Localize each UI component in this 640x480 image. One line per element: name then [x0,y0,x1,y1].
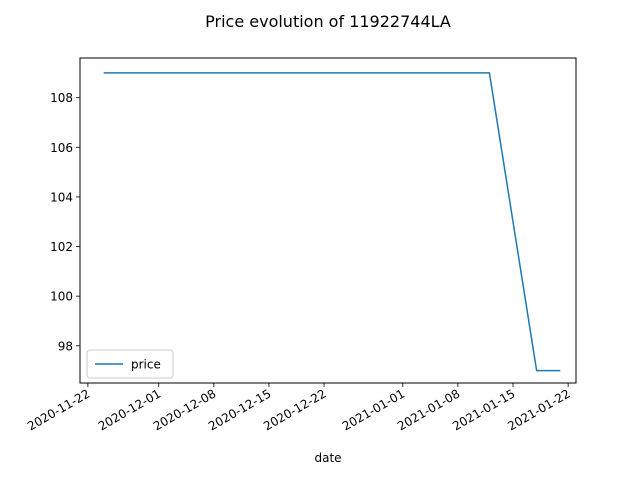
x-tick-label: 2020-12-22 [261,386,328,433]
y-tick-label: 104 [50,190,73,204]
legend-box [86,349,174,379]
legend: price [86,349,174,379]
y-tick-label: 108 [50,91,73,105]
x-tick-label: 2021-01-22 [505,386,572,433]
y-tick-label: 100 [50,290,73,304]
x-tick-label: 2020-11-22 [25,386,92,433]
y-tick-label: 98 [58,339,73,353]
x-axis-label: date [314,451,341,465]
plot-area [103,72,561,372]
chart-title: Price evolution of 11922744LA [205,12,451,31]
y-axis: 98 100 102 104 106 108 [50,91,80,353]
y-tick-label: 102 [50,240,73,254]
series-line-price [103,72,561,372]
x-axis: 2020-11-22 2020-12-012020-12-082020-12-15… [25,383,573,433]
y-tick-label: 106 [50,141,73,155]
plot-frame [79,57,577,384]
legend-label: price [131,358,161,372]
